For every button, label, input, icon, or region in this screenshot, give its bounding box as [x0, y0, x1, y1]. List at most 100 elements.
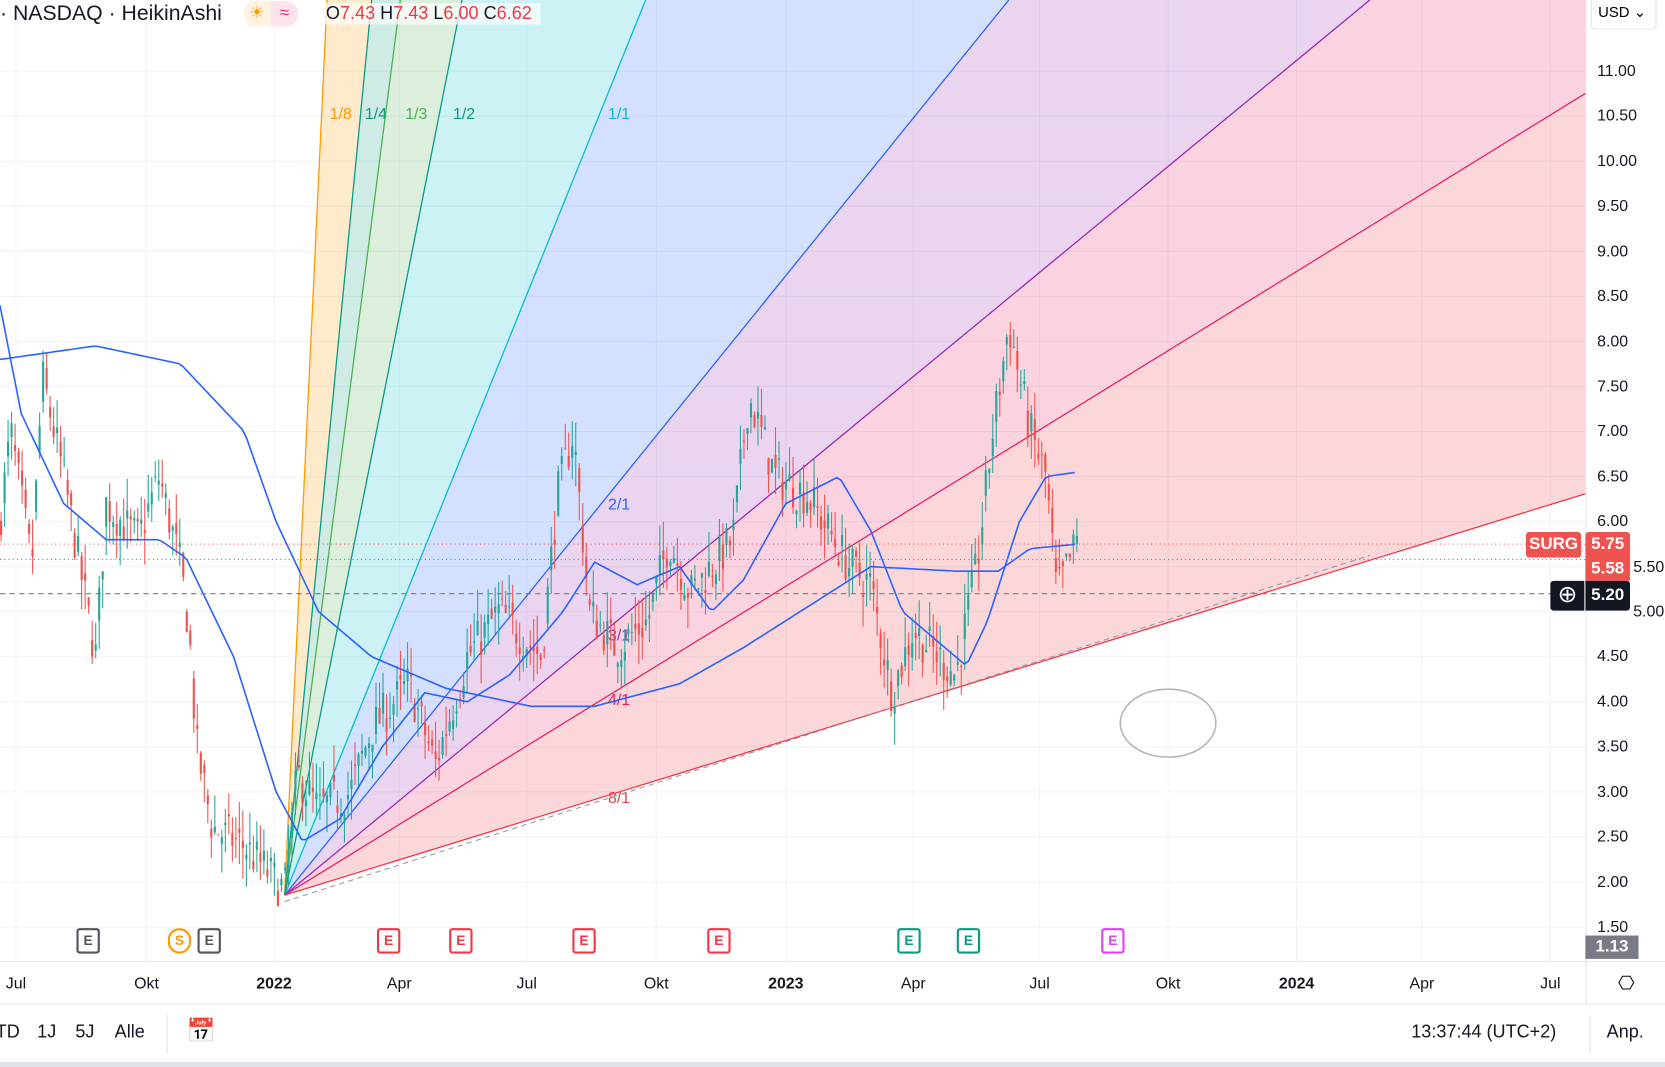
candle — [862, 581, 865, 627]
candle — [620, 648, 623, 688]
candle — [108, 483, 111, 544]
chart-pane[interactable]: 1/8 1/4 1/3 1/2 1/12/13/14/18/1 — [0, 0, 1586, 962]
earnings-event-marker[interactable]: E — [197, 928, 221, 954]
ellipse-drawing[interactable] — [1119, 688, 1217, 758]
symbol-title[interactable]: · NASDAQ · HeikinAshi — [0, 1, 222, 25]
gann-fan-line[interactable] — [283, 0, 401, 896]
time-axis[interactable]: Jul Okt 2022 Apr Jul Okt 2023 Apr Jul Okt 2024 Apr J… — [0, 961, 1586, 1005]
candle — [483, 614, 486, 655]
candle — [1068, 553, 1071, 562]
low-value: 6.00 — [443, 3, 479, 24]
gann-fan-line[interactable] — [284, 0, 1371, 896]
candle — [525, 646, 528, 669]
earnings-event-marker[interactable]: E — [376, 928, 401, 954]
trend-line[interactable] — [284, 554, 1371, 903]
candle — [0, 511, 3, 542]
range-alle[interactable]: Alle — [114, 1021, 145, 1042]
candle — [220, 829, 223, 873]
candle — [522, 636, 525, 672]
open-value: 7.43 — [339, 3, 376, 24]
candle — [374, 682, 378, 745]
gann-fan-line[interactable] — [283, 0, 647, 896]
range-1j[interactable]: 1J — [37, 1021, 57, 1042]
time-label: 2023 — [768, 974, 804, 993]
earnings-event-marker[interactable]: E — [1101, 928, 1125, 954]
moving-average-line[interactable] — [0, 305, 1075, 841]
gann-fan-line[interactable] — [283, 0, 463, 896]
settings-button[interactable]: ⎔ — [1585, 961, 1665, 1005]
price-label: 11.00 — [1597, 62, 1636, 81]
candle — [343, 812, 346, 843]
candle — [543, 645, 546, 659]
range-5j[interactable]: 5J — [75, 1021, 95, 1042]
candle — [1023, 369, 1026, 391]
gann-fan-label: 1/8 — [330, 106, 352, 123]
earnings-event-marker[interactable]: S — [167, 928, 192, 954]
price-axis[interactable]: USD ⌄ 11.00 10.50 10.00 9.50 9.00 8.50 8.00 7.5… — [1585, 0, 1665, 962]
candle — [592, 570, 595, 624]
candle — [192, 670, 195, 733]
earnings-event-marker[interactable]: E — [956, 928, 981, 954]
candle — [399, 650, 402, 711]
adjust-button[interactable]: Anp. — [1606, 1021, 1644, 1042]
price-label: 5.50 — [1633, 557, 1665, 576]
earnings-event-marker[interactable]: E — [572, 928, 596, 954]
candle — [224, 808, 227, 853]
low-label: L — [433, 3, 444, 24]
candle — [480, 614, 483, 684]
clock-label[interactable]: 13:37:44 (UTC+2) — [1411, 1021, 1557, 1042]
candle — [707, 532, 710, 578]
candle — [946, 666, 949, 698]
currency-dropdown[interactable]: USD ⌄ — [1590, 0, 1657, 30]
gann-fan-line[interactable] — [284, 0, 1010, 896]
price-label: 7.50 — [1597, 377, 1629, 396]
candle — [42, 350, 45, 413]
calendar-goto-icon[interactable]: 📅 — [186, 1017, 216, 1044]
price-label: 6.00 — [1597, 512, 1629, 531]
last-price-tag: 5.75 — [1585, 532, 1631, 558]
candle — [217, 834, 220, 836]
candle — [66, 469, 69, 508]
candle — [935, 621, 938, 685]
time-label: Jul — [516, 974, 537, 993]
gann-fan-zone — [284, 0, 1586, 896]
candle — [700, 572, 703, 608]
candle — [318, 767, 322, 820]
earnings-event-marker[interactable]: E — [76, 928, 100, 954]
earnings-event-marker[interactable]: E — [449, 928, 473, 954]
add-alert-button[interactable]: ⊕ — [1550, 580, 1585, 611]
gann-fan-line[interactable] — [284, 92, 1586, 896]
close-label: C — [483, 3, 497, 24]
candle — [791, 456, 795, 514]
candle — [571, 421, 574, 480]
range-td[interactable]: TD — [0, 1021, 20, 1042]
candle — [497, 581, 500, 645]
candle — [721, 523, 725, 592]
moving-average-line[interactable] — [0, 345, 1075, 708]
gann-fan-line[interactable] — [283, 0, 373, 896]
status-badges[interactable]: ☀ ≈ — [243, 1, 299, 27]
gann-fan-label: 1/2 — [453, 106, 475, 123]
candle — [445, 706, 448, 757]
candle — [231, 817, 234, 862]
candle — [812, 458, 816, 515]
candle — [150, 476, 153, 523]
candle — [637, 599, 640, 665]
candle — [928, 602, 931, 648]
earnings-event-marker[interactable]: E — [897, 928, 921, 954]
candle — [266, 850, 269, 884]
candle — [245, 843, 248, 887]
candle — [455, 698, 458, 728]
candle — [606, 592, 609, 668]
candle — [1009, 322, 1012, 366]
candle — [602, 621, 605, 655]
candle — [718, 519, 721, 581]
candle — [290, 801, 293, 861]
earnings-event-marker[interactable]: E — [707, 928, 731, 954]
gann-fan-line[interactable] — [283, 0, 328, 896]
candle — [438, 739, 441, 781]
candle — [353, 742, 357, 786]
candle — [1012, 329, 1015, 349]
time-label: Apr — [900, 974, 926, 993]
candle — [546, 577, 549, 629]
